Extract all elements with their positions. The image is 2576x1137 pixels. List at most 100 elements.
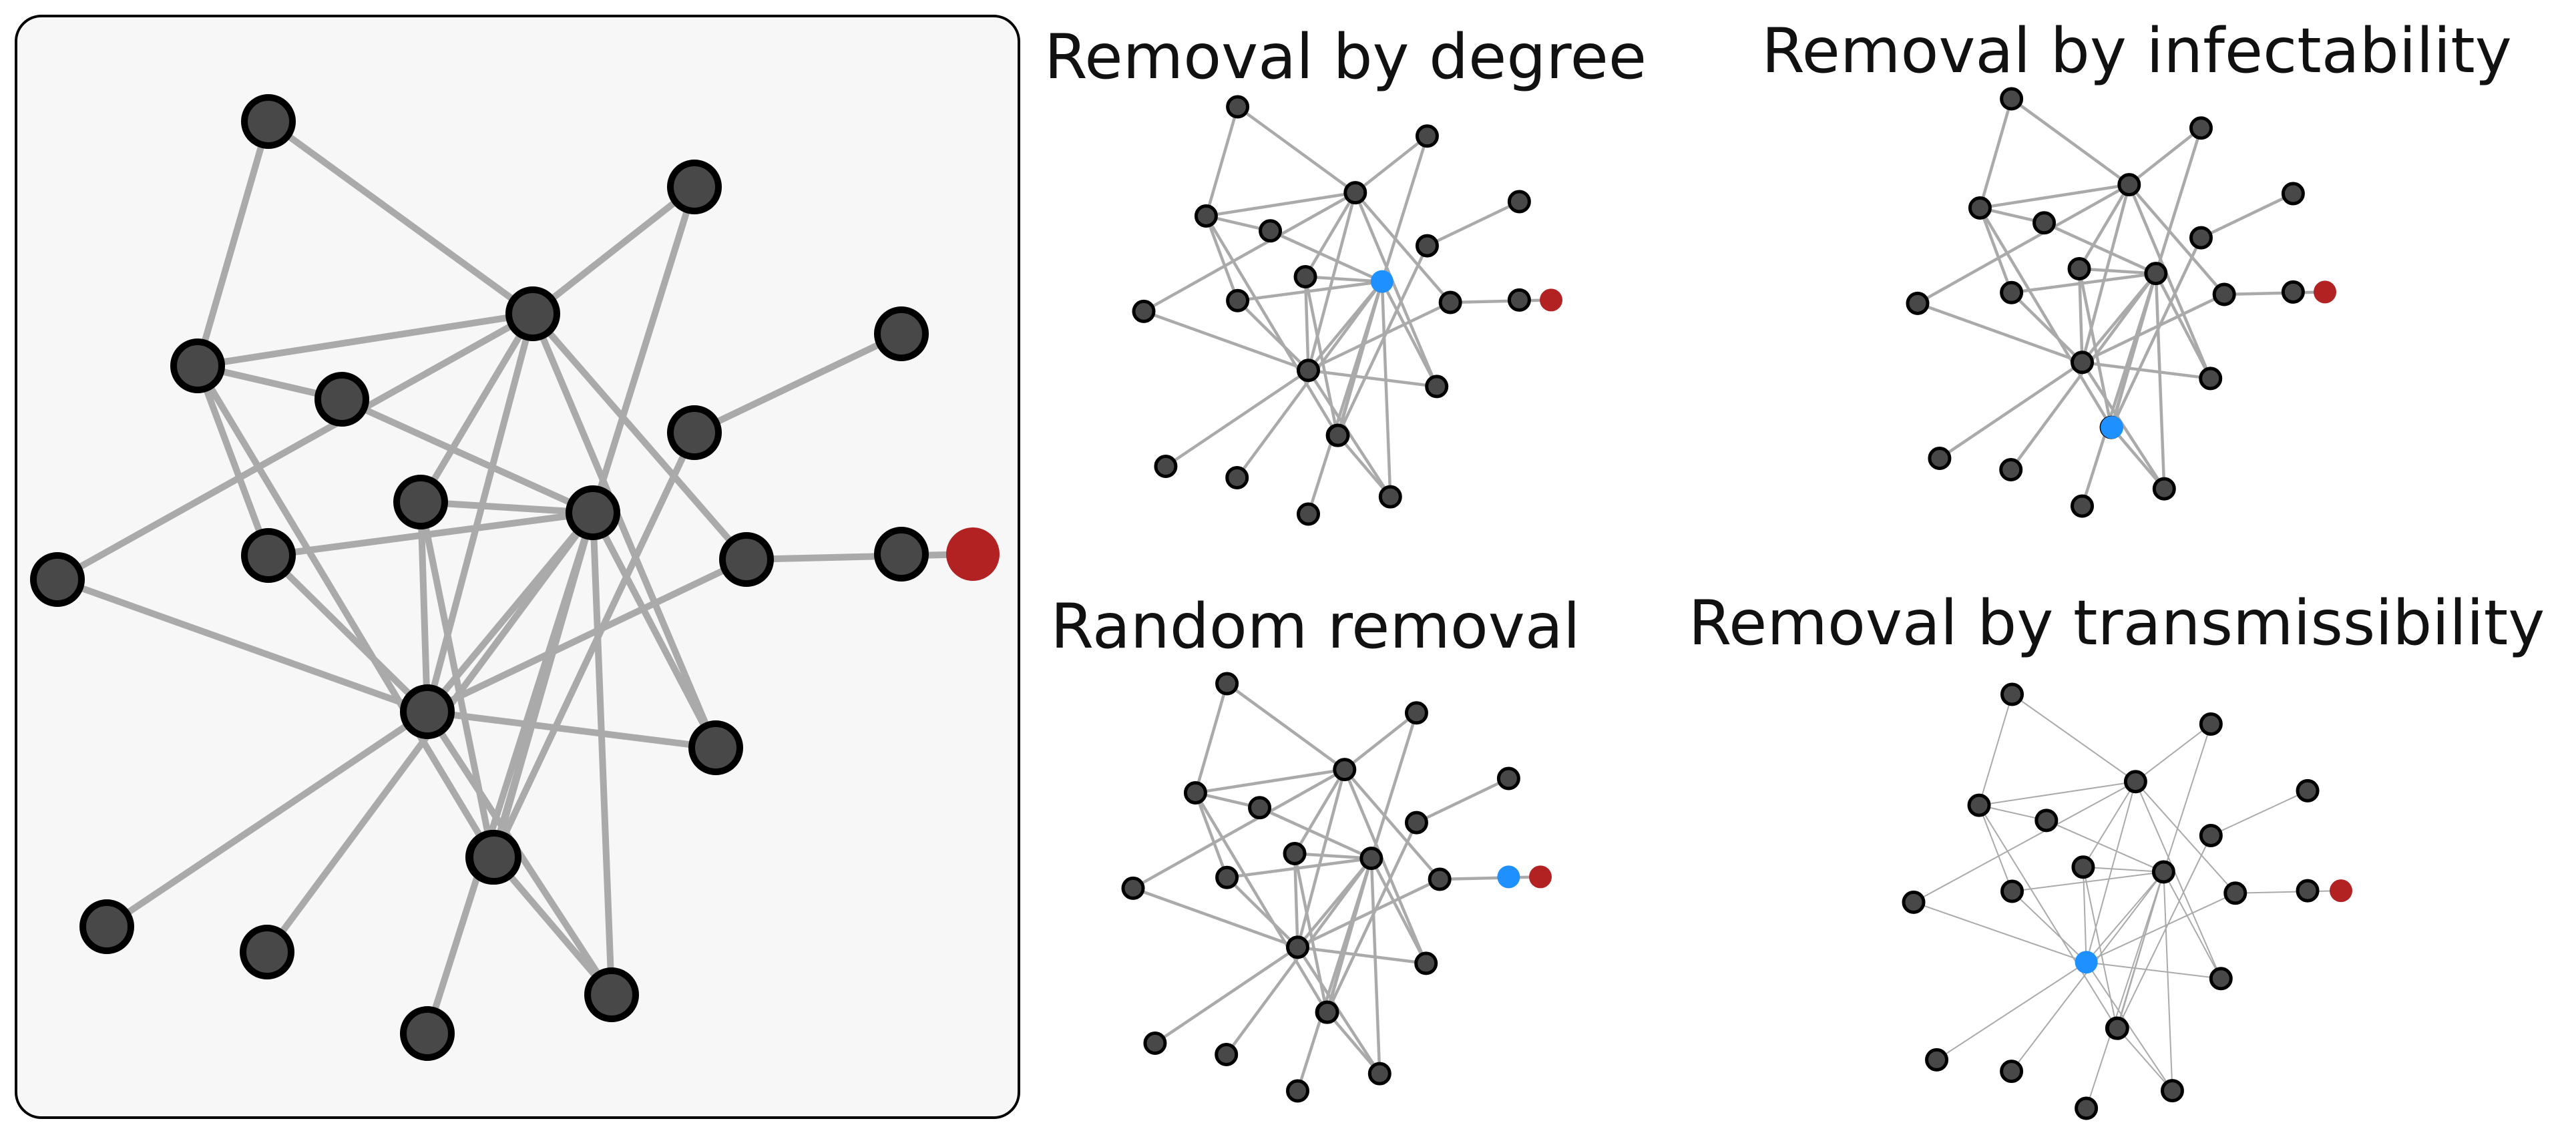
network-edge [1336, 245, 1429, 437]
network-edge [2085, 961, 2173, 1092]
network-node [1143, 1032, 1167, 1056]
network-edge [1337, 434, 1392, 498]
network-edge [530, 184, 697, 316]
infectability-network-edges [1916, 97, 2326, 507]
network-edge [1154, 945, 1299, 1045]
network-edge [1143, 310, 1309, 372]
network-node [2199, 824, 2223, 848]
network-node [1259, 219, 1283, 243]
network-node [30, 552, 85, 607]
network-edge [2210, 790, 2308, 837]
network-edge [692, 330, 903, 436]
network-edge [1426, 200, 1520, 248]
network-edge [2082, 361, 2211, 381]
network-edge [1978, 98, 2013, 209]
network-edge [1354, 134, 1428, 194]
network-edge [2128, 184, 2225, 296]
network-node [2281, 182, 2305, 206]
network-edge [2012, 871, 2164, 893]
network-edge [491, 855, 614, 997]
network-edge [2082, 867, 2087, 963]
network-edge [1343, 768, 1428, 964]
network-edge [1194, 792, 1229, 879]
network-edge [1416, 776, 1510, 825]
network-edge [1978, 207, 2113, 429]
network-node [1343, 181, 1367, 205]
network-edge [194, 364, 496, 859]
network-edge [1936, 961, 2087, 1061]
title-infectability: Removal by infectability [1761, 15, 2512, 87]
network-node [2070, 494, 2094, 518]
network-edge [1205, 215, 1339, 437]
removed-node [1370, 270, 1393, 293]
network-edge [2085, 781, 2137, 963]
source-node [946, 527, 1000, 581]
network-node [688, 720, 743, 775]
network-edge [1205, 106, 1239, 217]
network-node [566, 485, 620, 540]
network-edge [1450, 298, 1552, 304]
network-edge [1369, 857, 1428, 964]
network-node [1415, 124, 1439, 148]
network-edge [1343, 711, 1418, 771]
network-edge [1227, 857, 1372, 879]
network-edge [2010, 97, 2131, 186]
network-node [667, 405, 722, 460]
network-node [1928, 447, 1952, 471]
network-edge [2082, 867, 2118, 1029]
network-node [1415, 234, 1439, 258]
network-edge [1343, 768, 1441, 881]
network-edge [1354, 192, 1452, 304]
network-node [2032, 211, 2057, 235]
network-node [2000, 682, 2024, 706]
network-node [2000, 280, 2024, 304]
network-edge [2083, 866, 2164, 873]
random-network-edges [1132, 682, 1541, 1092]
network-edge [1237, 299, 1310, 372]
network-edge [1307, 192, 1357, 371]
network-edge [2085, 871, 2165, 1109]
network-node [1438, 290, 1462, 314]
network-node [1225, 466, 1249, 490]
network-node [1215, 865, 1239, 889]
network-edge [1325, 858, 1373, 1013]
network-node [1215, 672, 1239, 696]
removed-node [2100, 416, 2123, 439]
removed-node [2075, 951, 2098, 974]
network-edge [266, 553, 430, 714]
network-edge [2085, 871, 2165, 963]
network-edge [2117, 1028, 2173, 1092]
network-node [170, 338, 225, 393]
network-edge [1226, 682, 1346, 771]
network-edge [340, 396, 595, 516]
network-edge [1237, 280, 1383, 302]
network-node [2075, 1096, 2099, 1120]
network-node [1296, 502, 1320, 526]
network-edge [2127, 184, 2212, 379]
network-edge [1938, 361, 2083, 460]
network-node [2070, 351, 2094, 375]
network-edge [268, 509, 594, 559]
network-node [2189, 116, 2213, 140]
network-node [1285, 935, 1309, 959]
network-node [314, 372, 369, 427]
network-edge [1978, 805, 2118, 1029]
network-edge [1194, 792, 1329, 1013]
network-edge [1380, 281, 1392, 497]
transmissibility-network-nodes [1902, 682, 2352, 1120]
network-node [1507, 190, 1531, 214]
network-edge [2086, 892, 2236, 963]
network-edge [2083, 781, 2137, 868]
network-edge [2200, 192, 2294, 240]
network-node [1154, 455, 1178, 479]
network-node [1999, 458, 2023, 482]
network-node [467, 830, 521, 885]
network-edge [2011, 891, 2087, 963]
network-node [874, 527, 929, 582]
network-edge [1206, 191, 1356, 218]
network-edge [1307, 300, 1452, 372]
network-node [2296, 879, 2320, 903]
network-node [1285, 1079, 1309, 1103]
network-edge [1195, 768, 1345, 794]
network-edge [2011, 272, 2157, 294]
